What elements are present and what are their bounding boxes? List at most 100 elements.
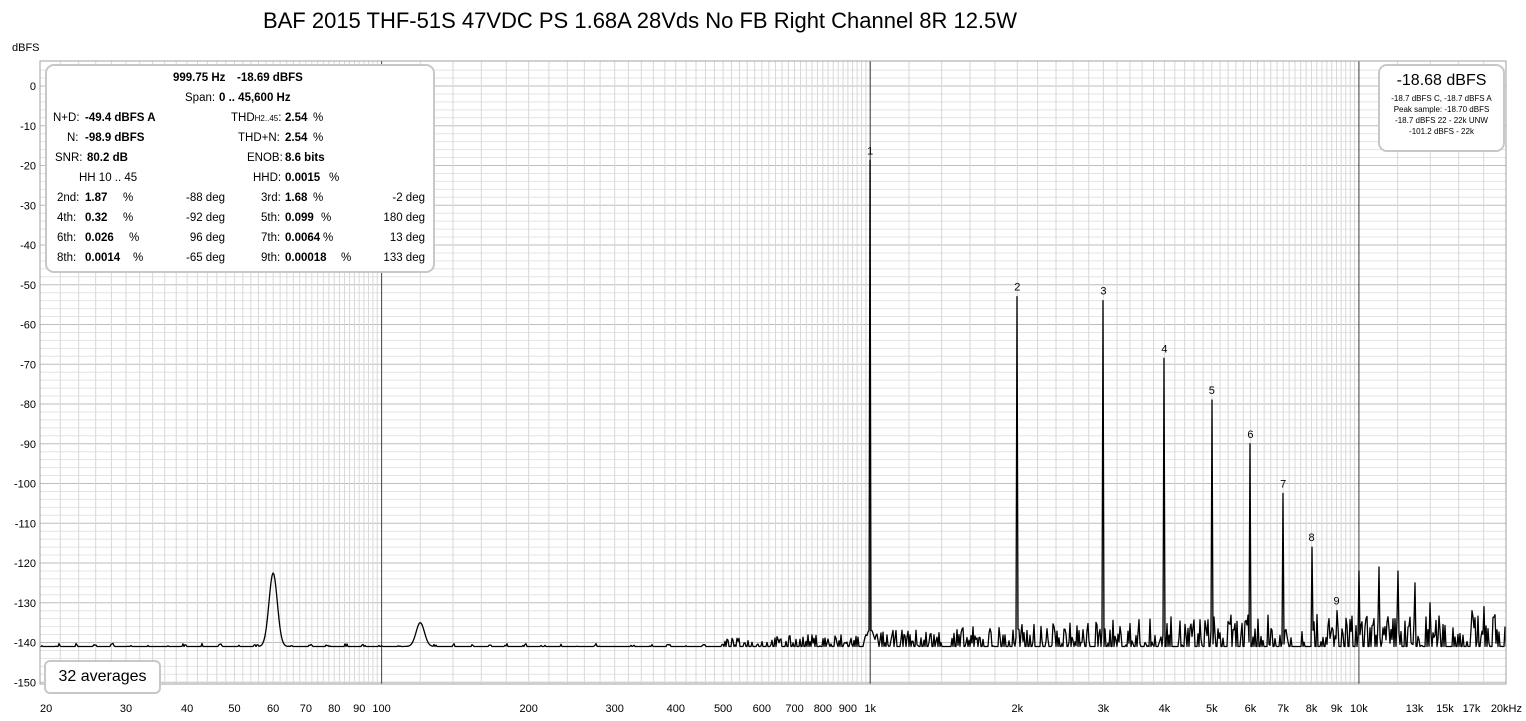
harmonic-row: 8th: 0.0014% -65 deg 9th: 0.00018% 133 deg [47, 248, 433, 268]
x-tick-label: 400 [667, 703, 685, 715]
harmonic-phase: -88 deg [185, 192, 225, 204]
x-tick-label: 8k [1306, 703, 1318, 715]
snr-label: SNR: [55, 152, 83, 164]
harmonic-value: 0.00018 [285, 252, 327, 264]
harmonic-peak-label: 4 [1161, 343, 1167, 355]
x-tick-label: 6k [1245, 703, 1257, 715]
harmonic-label: 2nd: [57, 192, 80, 204]
harmonic-peak-label: 7 [1280, 478, 1286, 490]
level-unweighted: -18.7 dBFS 22 - 22k UNW [1395, 116, 1488, 125]
harmonic-unit: % [323, 232, 334, 244]
level-peak-sample: Peak sample: -18.70 dBFS [1393, 105, 1490, 114]
harmonic-value: 1.87 [85, 192, 108, 204]
harmonic-value: 1.68 [285, 192, 308, 204]
enob-label: ENOB: [247, 152, 283, 164]
hhd-label: HHD: [253, 172, 282, 184]
thdn-value: 2.54 [285, 132, 308, 144]
y-tick-label: 0 [30, 81, 36, 93]
harmonic-label: 8th: [57, 252, 77, 264]
spectrum-trace [40, 159, 1507, 648]
harmonic-unit: % [313, 192, 324, 204]
harmonic-value: 0.0014 [85, 252, 121, 264]
snr-enob-row: SNR: 80.2 dB ENOB: 8.6 bits [47, 148, 433, 168]
harmonic-peak-label: 6 [1247, 429, 1253, 441]
level-meter-value: -18.68 dBFS [1396, 72, 1487, 89]
level-weighted: -18.7 dBFS C, -18.7 dBFS A [1391, 94, 1492, 103]
harmonic-unit: % [129, 232, 140, 244]
x-tick-label: 30 [120, 703, 132, 715]
harmonic-peak-label: 9 [1333, 596, 1339, 608]
harmonic-row: 4th: 0.32% -92 deg 5th: 0.099% 180 deg [47, 208, 433, 228]
x-tick-label: 90 [353, 703, 365, 715]
span-label: Span: [185, 92, 216, 104]
hhd-unit: % [329, 172, 340, 184]
enob-value: 8.6 bits [285, 152, 325, 164]
y-tick-label: -120 [14, 558, 36, 570]
thd-label: THDH2..45: [231, 108, 281, 129]
x-tick-label: 7k [1277, 703, 1289, 715]
y-tick-label: -20 [20, 161, 36, 173]
harmonic-label: 7th: [261, 232, 281, 244]
y-tick-label: -140 [14, 638, 36, 650]
fundamental-level: -18.69 dBFS [237, 72, 303, 84]
x-tick-label: 4k [1159, 703, 1171, 715]
x-tick-label: 20kHz [1491, 703, 1522, 715]
harmonic-value: 0.32 [85, 212, 108, 224]
harmonic-value: 0.099 [285, 212, 314, 224]
x-tick-label: 80 [328, 703, 340, 715]
harmonic-unit: % [133, 252, 144, 264]
hh-range-label: HH 10 .. 45 [79, 172, 138, 184]
snr-value: 80.2 dB [87, 152, 128, 164]
harmonic-peak-label: 1 [867, 145, 873, 157]
thd-unit: % [313, 112, 324, 124]
thd-label-colon: : [278, 112, 282, 124]
harmonic-label: 5th: [261, 212, 281, 224]
x-tick-label: 70 [300, 703, 312, 715]
x-tick-label: 5k [1206, 703, 1218, 715]
n-value: -98.9 dBFS [85, 132, 145, 144]
harmonic-label: 9th: [261, 252, 281, 264]
thd-label-sub: H2..45 [254, 114, 279, 123]
y-tick-label: -110 [15, 518, 36, 530]
fundamental-row: 999.75 Hz -18.69 dBFS [47, 68, 433, 88]
x-tick-label: 40 [181, 703, 193, 715]
harmonic-peak-labels: 1 2 3 4 5 6 7 8 9 [867, 145, 1339, 607]
harmonic-peak-label: 8 [1308, 532, 1314, 544]
level-noise: -101.2 dBFS - 22k [1409, 127, 1474, 136]
x-tick-label: 2k [1012, 703, 1024, 715]
thdn-unit: % [313, 132, 324, 144]
harmonic-unit: % [321, 212, 332, 224]
averages-badge: 32 averages [44, 660, 161, 694]
y-tick-label: -130 [14, 598, 36, 610]
n-label: N: [67, 132, 79, 144]
y-tick-label: -70 [20, 359, 36, 371]
y-tick-label: -10 [20, 121, 36, 133]
harmonic-phase: 180 deg [383, 212, 425, 224]
harmonic-unit: % [341, 252, 352, 264]
chart-title: BAF 2015 THF-51S 47VDC PS 1.68A 28Vds No… [262, 8, 1018, 33]
x-tick-label: 1k [864, 703, 876, 715]
x-tick-label: 800 [814, 703, 832, 715]
harmonic-phase: 96 deg [189, 232, 225, 244]
thdn-label: THD+N: [238, 132, 280, 144]
y-tick-label: -60 [20, 320, 36, 332]
harmonic-unit: % [123, 192, 134, 204]
harmonic-value: 0.026 [85, 232, 114, 244]
y-tick-label: -90 [20, 439, 36, 451]
measurement-info-panel: 999.75 Hz -18.69 dBFS Span: 0 .. 45,600 … [45, 64, 435, 273]
harmonic-phase: 13 deg [389, 232, 425, 244]
harmonic-unit: % [123, 212, 134, 224]
harmonic-peak-label: 3 [1100, 286, 1106, 298]
y-axis-ticks: 0 -10 -20 -30 -40 -50 -60 -70 -80 -90 -100 -110 -120… [14, 81, 36, 689]
fundamental-frequency: 999.75 Hz [173, 72, 226, 84]
harmonic-phase: 133 deg [383, 252, 425, 264]
y-tick-label: -30 [20, 200, 36, 212]
harmonic-row: 2nd: 1.87% -88 deg 3rd: 1.68% -2 deg [47, 188, 433, 208]
thd-label-main: THD [231, 112, 255, 124]
hh-hhd-row: HH 10 .. 45 HHD: 0.0015 % [47, 168, 433, 188]
span-row: Span: 0 .. 45,600 Hz [47, 88, 433, 108]
nd-thd-row: N+D: -49.4 dBFS A THDH2..45: 2.54 % [47, 108, 433, 128]
x-tick-label: 100 [372, 703, 390, 715]
x-tick-label: 3k [1098, 703, 1110, 715]
x-tick-label: 500 [714, 703, 732, 715]
